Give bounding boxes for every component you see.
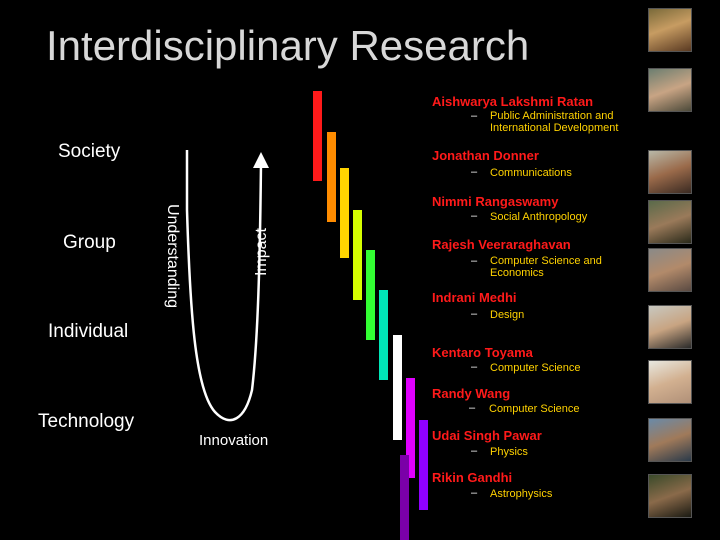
arrow-head-icon xyxy=(253,152,269,168)
person-field: Social Anthropology xyxy=(490,211,588,223)
portrait-photo xyxy=(648,200,692,244)
portrait-photo xyxy=(648,474,692,518)
bullet-dash: – xyxy=(471,308,478,320)
bullet-dash: – xyxy=(471,255,478,267)
portrait-photo xyxy=(648,248,692,292)
page-title: Interdisciplinary Research xyxy=(46,22,530,69)
portrait-photo xyxy=(648,305,692,349)
person-name: Kentaro Toyama xyxy=(432,345,533,360)
person-field: Computer Science xyxy=(490,362,581,374)
color-bar-violet xyxy=(419,420,428,510)
portrait-photo xyxy=(648,8,692,52)
person-field: Physics xyxy=(490,446,528,458)
person-name: Randy Wang xyxy=(432,386,511,401)
portrait-photo xyxy=(648,418,692,462)
color-bar-teal xyxy=(379,290,388,380)
person-name: Jonathan Donner xyxy=(432,148,539,163)
color-bar-magenta xyxy=(406,378,415,478)
color-bar-yellow xyxy=(340,168,349,258)
bullet-dash: – xyxy=(471,210,478,222)
color-bar-purple xyxy=(400,455,409,540)
bullet-dash: – xyxy=(471,487,478,499)
bullet-dash: – xyxy=(471,445,478,457)
level-technology: Technology xyxy=(38,411,135,432)
bullet-dash: – xyxy=(469,402,476,414)
bullet-dash: – xyxy=(471,361,478,373)
innovation-label: Innovation xyxy=(199,432,269,449)
person-name: Udai Singh Pawar xyxy=(432,428,542,443)
person-field: Public Administration and International … xyxy=(490,110,619,134)
portrait-photo xyxy=(648,150,692,194)
color-bar-green xyxy=(366,250,375,340)
person-field: Astrophysics xyxy=(490,488,553,500)
level-individual: Individual xyxy=(48,321,129,342)
person-field: Computer Science xyxy=(489,403,580,415)
level-society: Society xyxy=(58,141,121,162)
person-name: Rikin Gandhi xyxy=(432,470,513,485)
bullet-dash: – xyxy=(471,110,478,122)
person-field: Design xyxy=(490,309,525,321)
color-bar-orange xyxy=(327,132,336,222)
person-name: Nimmi Rangaswamy xyxy=(432,194,559,209)
color-bar-white xyxy=(393,335,402,440)
person-field: Communications xyxy=(490,167,572,179)
portrait-photo xyxy=(648,360,692,404)
person-name: Rajesh Veeraraghavan xyxy=(432,237,571,252)
color-bar-lime xyxy=(353,210,362,300)
portrait-photo xyxy=(648,68,692,112)
person-name: Aishwarya Lakshmi Ratan xyxy=(432,94,594,109)
color-bar-red xyxy=(313,91,322,181)
level-group: Group xyxy=(63,232,116,253)
person-name: Indrani Medhi xyxy=(432,290,517,305)
person-field: Computer Science and Economics xyxy=(490,255,602,279)
bullet-dash: – xyxy=(471,166,478,178)
